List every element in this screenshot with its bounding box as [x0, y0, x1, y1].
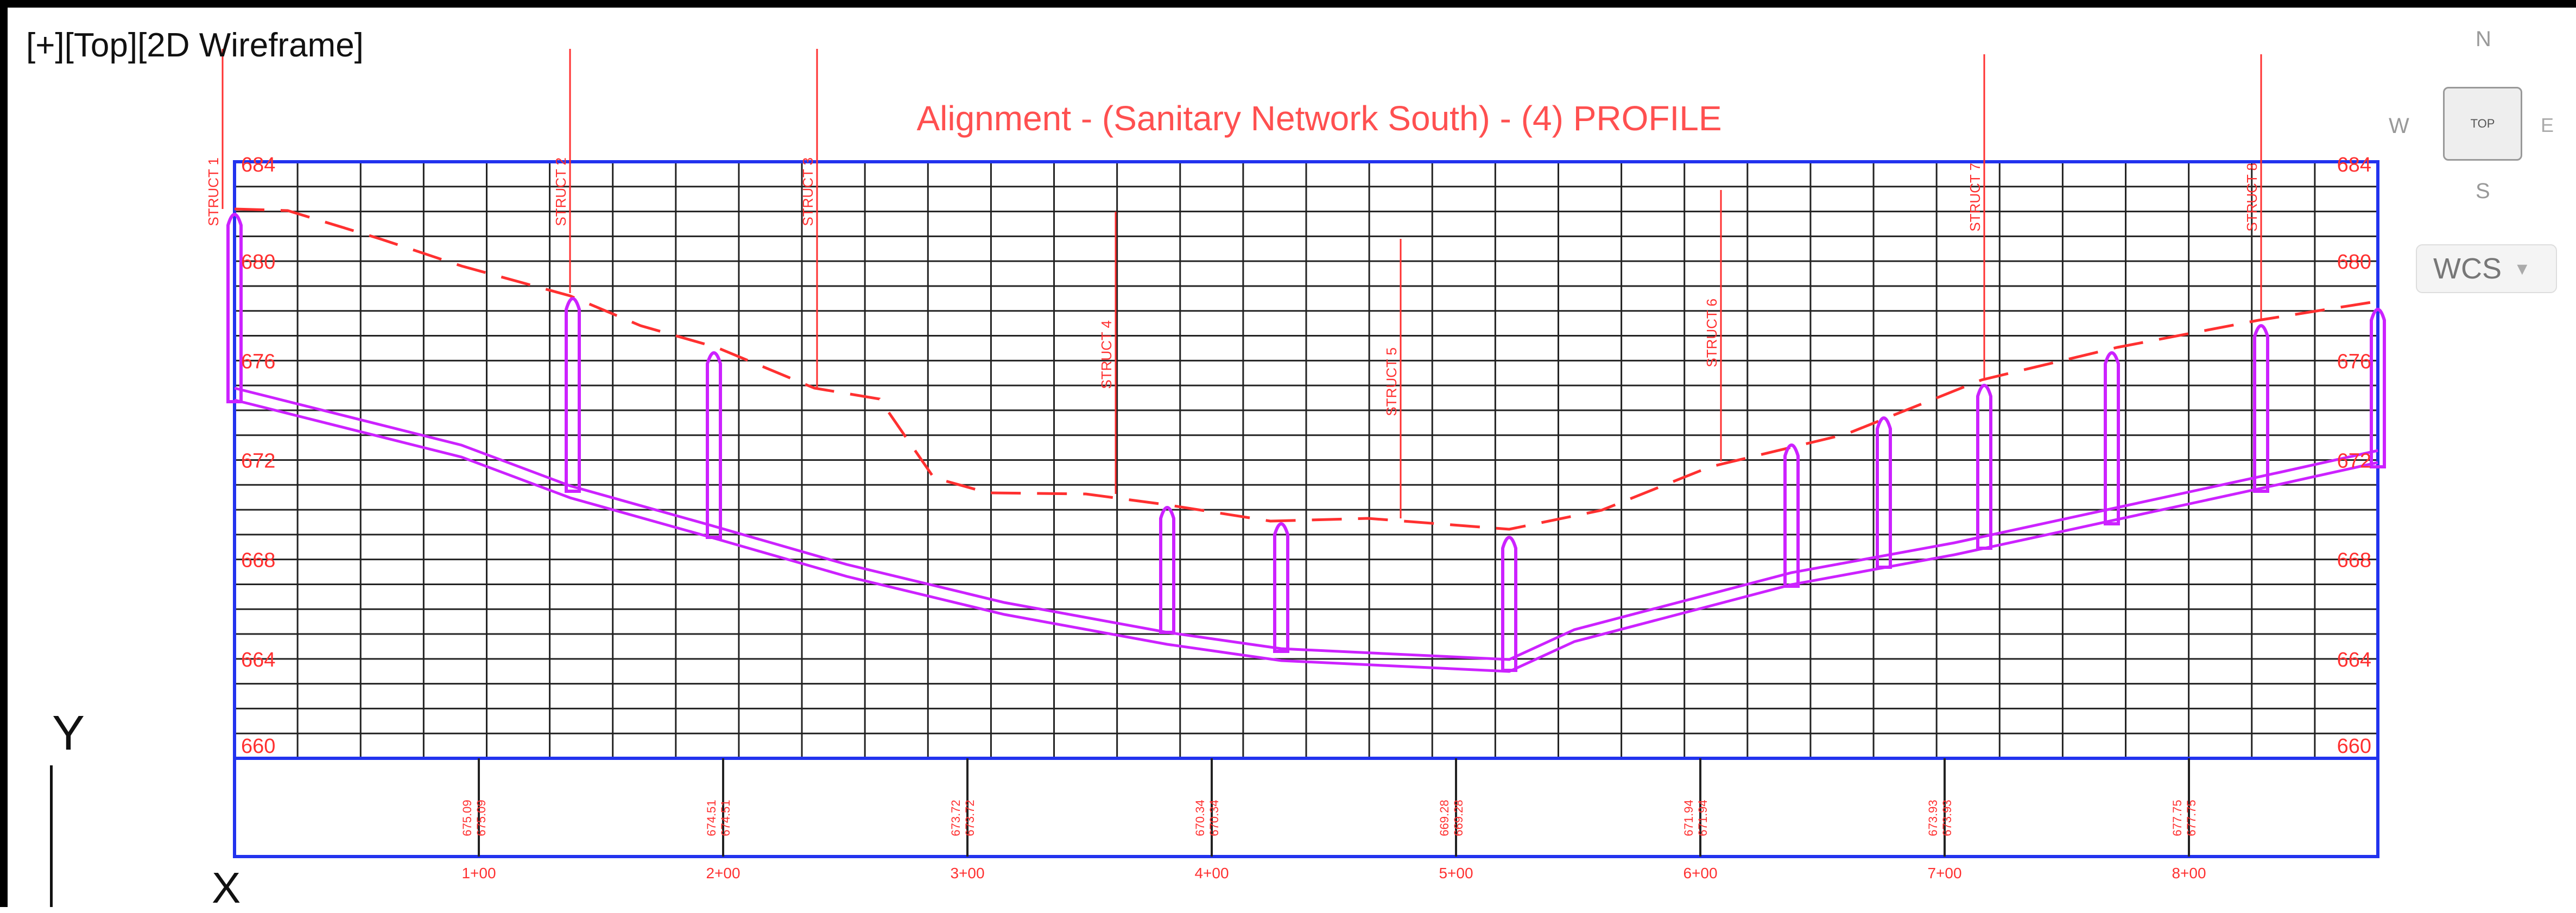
band-value: 671.94: [1696, 800, 1710, 836]
pipe-bottom: [234, 398, 2378, 673]
viewcube-south[interactable]: S: [2476, 179, 2490, 203]
elevation-label-right: 672: [2337, 450, 2371, 473]
manhole-structure: [2370, 308, 2386, 468]
elevation-label-left: 684: [241, 154, 275, 176]
manhole-structure: [2253, 324, 2269, 493]
manhole-structure: [1783, 443, 1800, 588]
station-label: 4+00: [1194, 865, 1229, 882]
station-label: 6+00: [1683, 865, 1717, 882]
elevation-label-left: 668: [241, 549, 275, 572]
manhole-structure: [706, 351, 722, 539]
band-value: 674.51: [719, 800, 732, 836]
chevron-down-icon: ▼: [2513, 258, 2531, 278]
profile-data-band: [233, 757, 2379, 858]
station-label: 8+00: [2172, 865, 2206, 882]
viewcube-west[interactable]: W: [2389, 114, 2409, 138]
manhole-structure: [2104, 351, 2120, 525]
structure-label: STRUCT 1: [205, 157, 221, 226]
band-border: [233, 757, 2379, 858]
profile-labels: 684 684 680 680 676 676 672 672 668 668 664 664 660 6…: [205, 49, 2371, 882]
pipe-network[interactable]: [226, 213, 2386, 673]
manhole-structure: [1976, 384, 1992, 550]
window-top-border: [0, 0, 2576, 8]
elevation-label-right: 676: [2337, 350, 2371, 373]
band-value: 673.72: [963, 800, 977, 836]
band-value: 673.72: [949, 800, 963, 836]
window-left-border: [0, 0, 8, 907]
band-value: 677.75: [2185, 800, 2198, 836]
structure-label: STRUCT 4: [1098, 320, 1115, 389]
station-label: 1+00: [461, 865, 496, 882]
station-label: 2+00: [706, 865, 740, 882]
elevation-label-left: 676: [241, 350, 275, 373]
structure-label: STRUCT 6: [1704, 299, 1720, 367]
structure-label: STRUCT 2: [553, 157, 569, 226]
elevation-label-right: 664: [2337, 649, 2371, 671]
band-value: 669.28: [1452, 800, 1465, 836]
manhole-structure: [226, 213, 243, 403]
viewcube-top-face[interactable]: TOP: [2443, 87, 2522, 161]
elevation-label-right: 680: [2337, 251, 2371, 274]
viewcube-east[interactable]: E: [2541, 114, 2554, 136]
structure-label: STRUCT 5: [1383, 347, 1400, 416]
structure-label: STRUCT 8: [2244, 163, 2260, 232]
elevation-label-left: 660: [241, 735, 275, 758]
wcs-label: WCS: [2433, 252, 2502, 285]
manhole-structure: [565, 297, 581, 493]
profile-title: Alignment - (Sanitary Network South) - (…: [916, 99, 1721, 138]
manhole-structure: [1159, 506, 1175, 634]
wcs-dropdown[interactable]: WCS ▼: [2416, 244, 2557, 293]
elevation-label-right: 660: [2337, 735, 2371, 758]
elevation-label-left: 664: [241, 649, 275, 671]
elevation-label-right: 668: [2337, 549, 2371, 572]
view-cube[interactable]: N W TOP E S WCS ▼: [2378, 16, 2573, 293]
ucs-x-label: X: [212, 864, 241, 912]
station-label: 3+00: [950, 865, 984, 882]
band-value: 675.09: [460, 800, 474, 836]
band-value: 673.93: [1926, 800, 1940, 836]
band-value: 673.93: [1940, 800, 1954, 836]
elevation-label-left: 672: [241, 450, 275, 473]
manhole-structure: [1273, 522, 1289, 653]
band-value: 669.28: [1438, 800, 1451, 836]
manhole-structure: [1501, 536, 1517, 672]
ucs-y-label: Y: [52, 706, 85, 760]
viewport-controls-label[interactable]: [+][Top][2D Wireframe]: [26, 27, 364, 64]
ground-line: [234, 207, 2378, 531]
manhole-structure: [1876, 416, 1892, 569]
ucs-icon: [50, 765, 53, 907]
station-label: 5+00: [1439, 865, 1473, 882]
profile-grid: [233, 160, 2379, 760]
elevation-label-left: 680: [241, 251, 275, 274]
band-value: 675.09: [474, 800, 488, 836]
band-value: 670.34: [1193, 800, 1207, 836]
band-value: 677.75: [2170, 800, 2184, 836]
pipe-top: [234, 386, 2378, 661]
structure-label: STRUCT 3: [800, 157, 816, 226]
station-label: 7+00: [1927, 865, 1961, 882]
structure-label: STRUCT 7: [1967, 163, 1983, 232]
elevation-label-right: 684: [2337, 154, 2371, 176]
existing-ground-line[interactable]: [234, 207, 2378, 531]
band-value: 671.94: [1682, 800, 1695, 836]
band-value: 670.34: [1207, 800, 1221, 836]
viewcube-north[interactable]: N: [2476, 27, 2491, 51]
band-value: 674.51: [705, 800, 718, 836]
